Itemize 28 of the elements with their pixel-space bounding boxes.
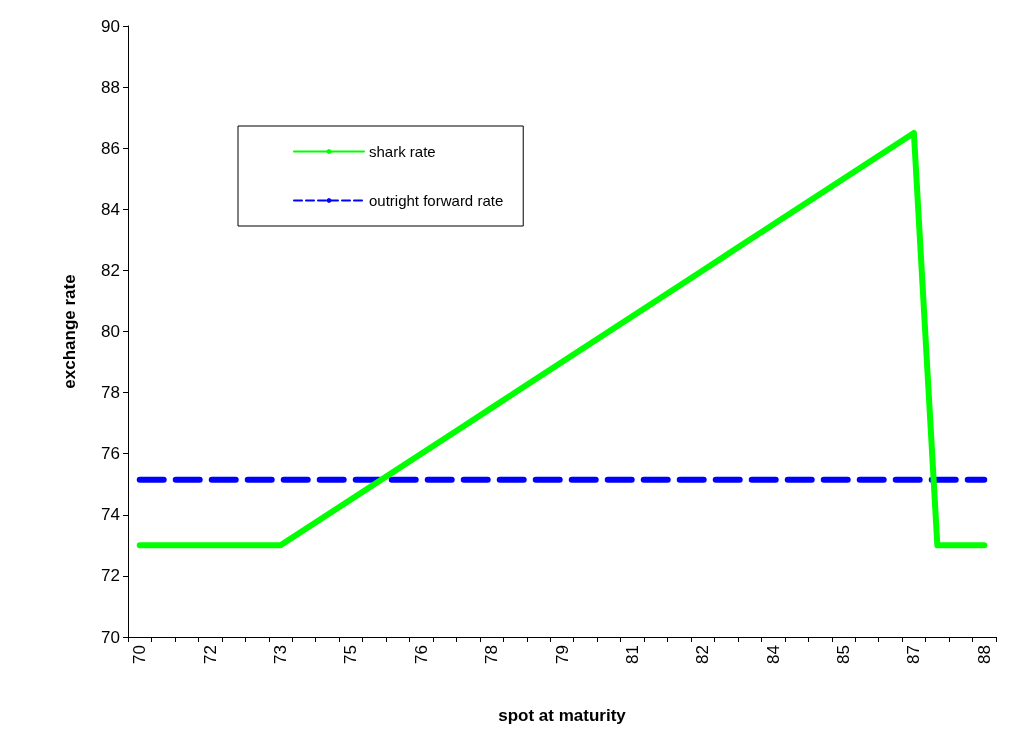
- y-tick-label: 82: [101, 260, 120, 280]
- y-tick-label: 84: [101, 199, 120, 219]
- legend-label: outright forward rate: [369, 192, 504, 209]
- y-tick-label: 76: [101, 444, 120, 464]
- y-tick-label: 72: [101, 566, 120, 586]
- x-tick-label: 87: [904, 645, 924, 664]
- x-tick-label: 70: [130, 645, 150, 664]
- y-tick-label: 88: [101, 77, 120, 97]
- x-tick-label: 79: [552, 645, 572, 664]
- x-axis-title: spot at maturity: [498, 706, 627, 725]
- y-tick-label: 86: [101, 138, 120, 158]
- x-tick-label: 85: [834, 645, 854, 664]
- x-tick-label: 88: [974, 645, 994, 664]
- legend-label: shark rate: [369, 143, 436, 160]
- x-tick-label: 76: [411, 645, 431, 664]
- y-tick-label: 74: [101, 505, 120, 525]
- x-tick-label: 82: [693, 645, 713, 664]
- x-tick-label: 75: [341, 645, 361, 664]
- y-tick-label: 78: [101, 383, 120, 403]
- x-tick-label: 78: [482, 645, 502, 664]
- y-axis-title: exchange rate: [60, 274, 79, 389]
- x-tick-label: 72: [200, 645, 220, 664]
- x-tick-label: 81: [622, 645, 642, 664]
- y-tick-label: 70: [101, 627, 120, 647]
- y-tick-label: 90: [101, 16, 120, 36]
- x-tick-label: 84: [763, 645, 783, 664]
- y-tick-label: 80: [101, 322, 120, 341]
- x-tick-label: 73: [270, 645, 290, 664]
